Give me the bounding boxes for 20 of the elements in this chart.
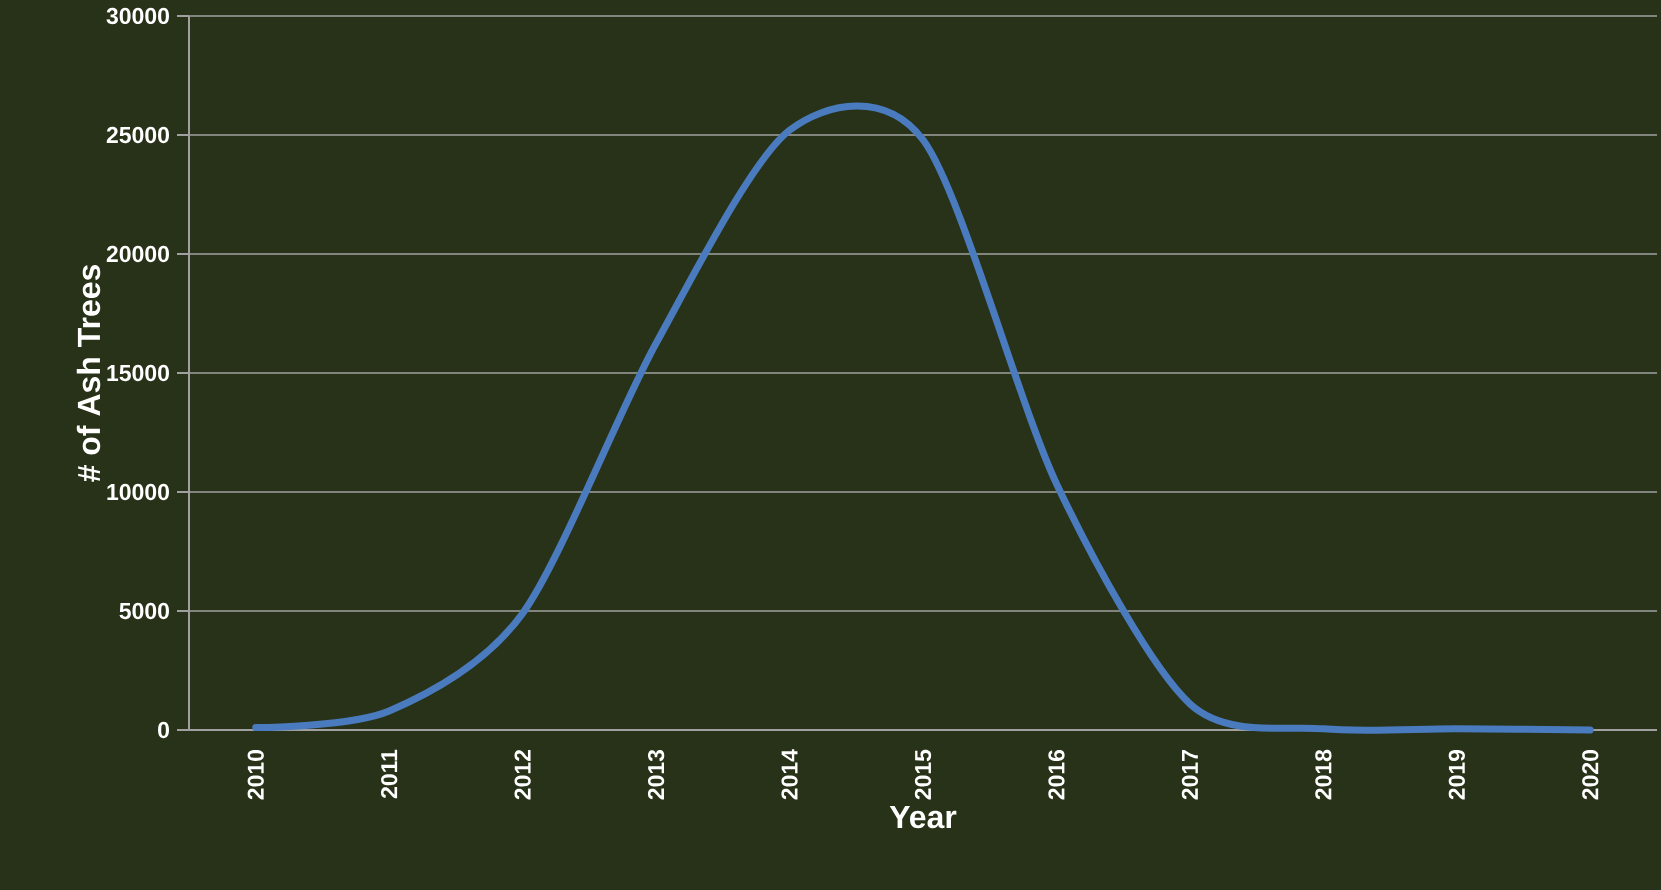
y-tick-label: 20000: [106, 245, 169, 263]
y-tick-label: 25000: [106, 126, 169, 144]
x-tick-label: 2020: [1582, 750, 1599, 800]
y-tick-label: 15000: [107, 364, 169, 382]
y-tick-label: 0: [158, 721, 169, 739]
x-tick-label: 2013: [647, 749, 665, 800]
x-tick-label: 2018: [1315, 749, 1332, 800]
x-tick-label: 2012: [514, 750, 531, 800]
x-axis-title: Year: [889, 805, 957, 829]
y-tick-label: 10000: [107, 483, 169, 501]
y-tick-label: 30000: [106, 7, 169, 25]
x-tick-label: 2014: [781, 749, 798, 800]
y-tick-label: 5000: [119, 602, 169, 620]
x-tick-label: 2015: [914, 749, 932, 800]
y-axis-title: # of Ash Trees: [76, 264, 101, 482]
x-tick-label: 2010: [247, 750, 264, 800]
x-tick-label: 2019: [1448, 749, 1465, 800]
x-tick-label: 2017: [1181, 750, 1199, 800]
x-tick-label: 2016: [1048, 749, 1065, 800]
x-tick-label: 2011: [381, 749, 398, 799]
